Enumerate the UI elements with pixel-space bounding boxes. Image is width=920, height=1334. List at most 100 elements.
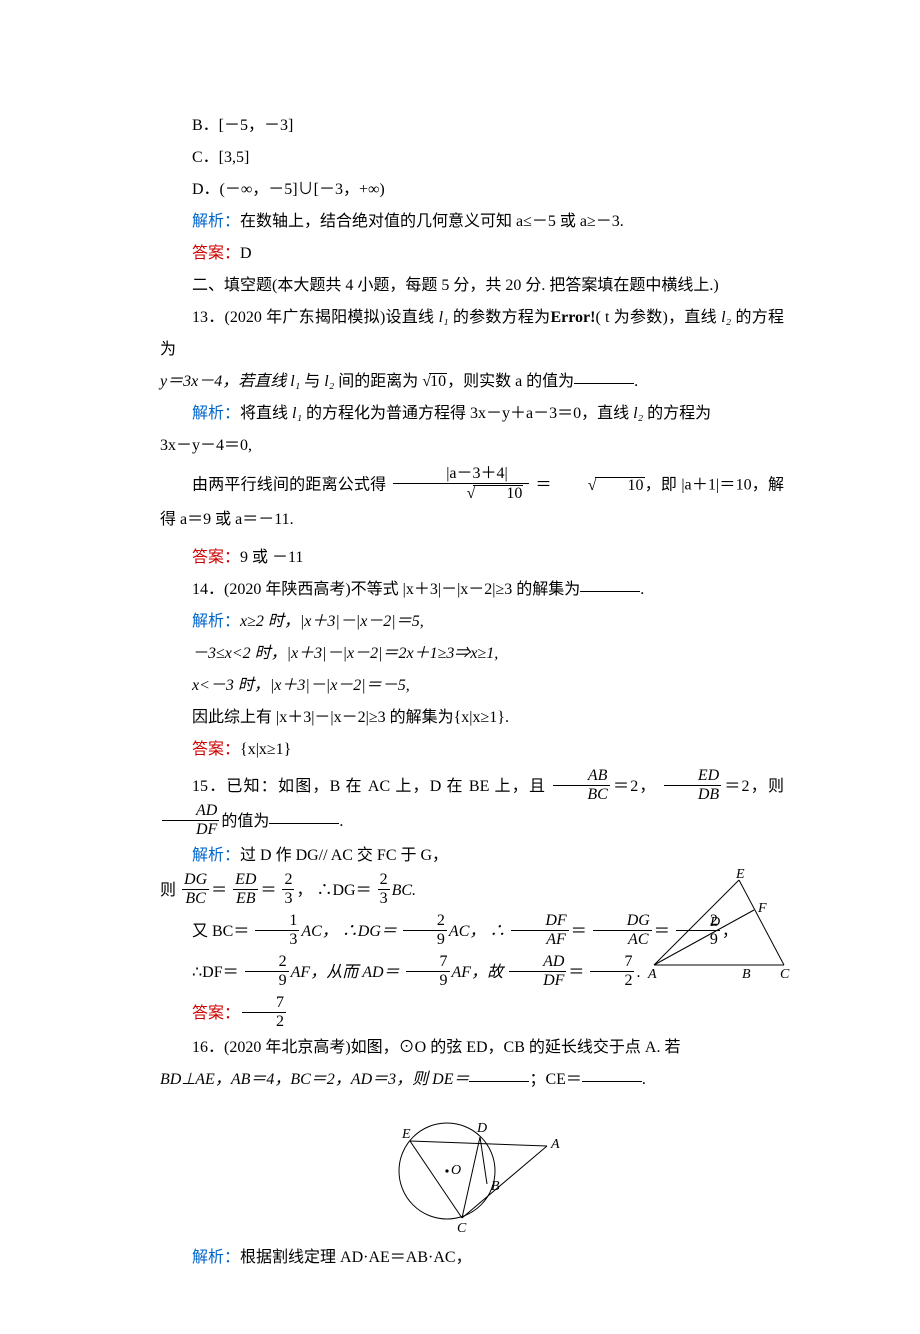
sol15-4b: AF，从而 AD＝	[291, 964, 400, 981]
q13-error: Error!	[550, 309, 595, 326]
frac-dist-den: 10	[393, 484, 530, 502]
q15-mid2: ＝2，则	[723, 778, 784, 795]
q16c: ；CE＝	[529, 1071, 581, 1088]
sol13-l1: l₁	[292, 405, 302, 422]
answer-13: 答案：9 或 －11	[160, 542, 784, 574]
question-16-line1: 16．(2020 年北京高考)如图，⊙O 的弦 ED，CB 的延长线交于点 A.…	[160, 1032, 784, 1064]
svg-text:B: B	[742, 967, 751, 982]
frac-ed-db: EDDB	[664, 768, 721, 803]
svg-text:E: E	[735, 867, 745, 882]
solution-label: 解析：	[192, 213, 240, 230]
sol15-4c: AF，故	[452, 964, 504, 981]
frac-ab-bc: ABBC	[553, 768, 609, 803]
q15-mid1: ＝2，	[612, 778, 657, 795]
sol13c: 的方程为	[643, 405, 711, 422]
section-2-heading: 二、填空题(本大题共 4 小题，每题 5 分，共 20 分. 把答案填在题中横线…	[160, 270, 784, 302]
answer-13-value: 9 或 －11	[240, 549, 303, 566]
solution-label: 解析：	[192, 613, 240, 630]
blank-16b	[582, 1081, 642, 1082]
solution-label: 解析：	[192, 847, 240, 864]
solution-16: 解析：根据割线定理 AD·AE＝AB·AC，	[160, 1242, 784, 1274]
answer-label: 答案：	[192, 245, 240, 262]
blank-15	[269, 823, 339, 824]
svg-text:D: D	[476, 1121, 487, 1136]
q14-period: .	[640, 581, 644, 598]
q15-period: .	[339, 813, 343, 830]
solution-14-line3: x<－3 时，|x＋3|－|x－2|＝－5,	[160, 670, 784, 702]
option-d: D．(－∞，－5]∪[－3，+∞)	[160, 174, 784, 206]
sol14-1: x≥2 时，|x＋3|－|x－2|＝5,	[240, 613, 424, 630]
sol13-pre: 由两平行线间的距离公式得	[192, 477, 386, 494]
q13-l1: l₁	[439, 309, 449, 326]
q13-text-a: 13．(2020 年广东揭阳模拟)设直线	[192, 309, 439, 326]
solution-13-line3: 由两平行线间的距离公式得 |a－3＋4| 10 ＝10，即 |a＋1|＝10，解…	[160, 468, 784, 536]
svg-text:E: E	[401, 1127, 411, 1142]
q14-text: 14．(2020 年陕西高考)不等式 |x＋3|－|x－2|≥3 的解集为	[192, 581, 580, 598]
q13-mid: 与	[300, 373, 324, 390]
blank-16a	[469, 1081, 529, 1082]
question-13-line2: y＝3x－4，若直线 l₁ 与 l₂ 间的距离为10，则实数 a 的值为.	[160, 366, 784, 398]
svg-text:F: F	[757, 901, 767, 916]
sol13-eq: ＝	[536, 477, 552, 494]
answer-12: 答案：D	[160, 238, 784, 270]
option-c: C．[3,5]	[160, 142, 784, 174]
sol13-l2: l₂	[633, 405, 643, 422]
solution-13-line1: 解析：将直线 l₁ 的方程化为普通方程得 3x－y＋a－3＝0，直线 l₂ 的方…	[160, 398, 784, 430]
answer-label: 答案：	[192, 1005, 240, 1022]
blank-13	[574, 383, 634, 384]
q16b: BD⊥AE，AB＝4，BC＝2，AD＝3，则 DE＝	[160, 1071, 469, 1088]
q13-between: 间的距离为	[334, 373, 418, 390]
sol15-2b: ， ∴DG＝	[296, 882, 371, 899]
solution-14-line1: 解析：x≥2 时，|x＋3|－|x－2|＝5,	[160, 606, 784, 638]
solution-13-line2: 3x－y－4＝0,	[160, 430, 784, 462]
answer-12-value: D	[240, 245, 252, 262]
svg-text:O: O	[451, 1163, 461, 1178]
svg-text:C: C	[457, 1221, 467, 1236]
answer-label: 答案：	[192, 741, 240, 758]
q15b: 的值为	[221, 813, 269, 830]
sol15-3b: AC， ∴DG＝	[301, 923, 397, 940]
sol16-text: 根据割线定理 AD·AE＝AB·AC，	[240, 1249, 472, 1266]
question-13: 13．(2020 年广东揭阳模拟)设直线 l₁ 的参数方程为Error!( t …	[160, 302, 784, 366]
sol13b: 的方程化为普通方程得 3x－y＋a－3＝0，直线	[302, 405, 633, 422]
q15a: 15．已知：如图，B 在 AC 上，D 在 BE 上，且	[192, 778, 546, 795]
sqrt-10: 10	[418, 366, 447, 398]
frac-dist-num: |a－3＋4|	[393, 466, 530, 484]
sol15-2c: BC.	[392, 882, 416, 899]
solution-15-line1: 解析：过 D 作 DG// AC 交 FC 于 G，	[160, 840, 784, 872]
question-14: 14．(2020 年陕西高考)不等式 |x＋3|－|x－2|≥3 的解集为.	[160, 574, 784, 606]
sqrt-10b: 10	[552, 470, 645, 502]
solution-label: 解析：	[192, 1249, 240, 1266]
sol15-4d: .	[636, 964, 640, 981]
svg-text:B: B	[491, 1179, 500, 1194]
q13-l2b: l₂	[324, 373, 334, 390]
sol15-1: 过 D 作 DG// AC 交 FC 于 G，	[240, 847, 448, 864]
option-b: B．[－5，－3]	[160, 110, 784, 142]
question-15: 15．已知：如图，B 在 AC 上，D 在 BE 上，且 ABBC＝2， EDD…	[160, 770, 784, 840]
answer-15: 答案：72	[160, 997, 784, 1032]
sol15-2a: 则	[160, 882, 176, 899]
sol15-3c: AC， ∴	[449, 923, 505, 940]
q13-text-c: ( t 为参数)，直线	[595, 309, 721, 326]
frac-ad-df: ADDF	[162, 803, 219, 838]
sol15-4a: ∴DF＝	[192, 964, 239, 981]
frac-dist: |a－3＋4| 10	[393, 466, 530, 502]
solution-15-block: A B C D E F 解析：过 D 作 DG// AC 交 FC 于 G， 则…	[160, 840, 784, 991]
svg-text:A: A	[550, 1137, 560, 1152]
solution-14-line2: －3≤x<2 时，|x＋3|－|x－2|＝2x＋1≥3⇒x≥1,	[160, 638, 784, 670]
solution-label: 解析：	[192, 405, 240, 422]
answer-14: 答案：{x|x≥1}	[160, 734, 784, 766]
q16-period: .	[642, 1071, 646, 1088]
solution-14-line4: 因此综上有 |x＋3|－|x－2|≥3 的解集为{x|x≥1}.	[160, 702, 784, 734]
blank-14	[580, 591, 640, 592]
q13-text-b: 的参数方程为	[449, 309, 551, 326]
question-16-line2: BD⊥AE，AB＝4，BC＝2，AD＝3，则 DE＝ ；CE＝.	[160, 1064, 784, 1096]
figure-circle: E D A B C O	[377, 1106, 567, 1236]
solution-12: 解析：在数轴上，结合绝对值的几何意义可知 a≤－5 或 a≥－3.	[160, 206, 784, 238]
sol13a: 将直线	[240, 405, 292, 422]
q13-l1b: l₁	[290, 373, 300, 390]
q13-post: ，则实数 a 的值为	[447, 373, 574, 390]
svg-text:C: C	[780, 967, 790, 982]
q13-eqn: y＝3x－4，若直线	[160, 373, 290, 390]
solution-12-text: 在数轴上，结合绝对值的几何意义可知 a≤－5 或 a≥－3.	[240, 213, 624, 230]
